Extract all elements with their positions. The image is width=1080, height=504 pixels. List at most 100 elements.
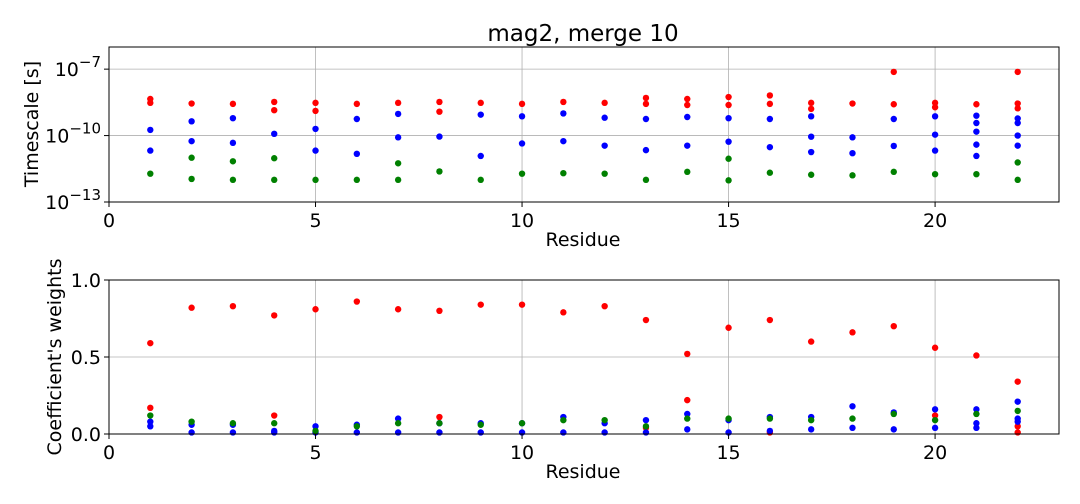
blue-data-point (1014, 418, 1021, 425)
x-tick-label: 20 (923, 210, 947, 232)
blue-data-point (849, 424, 856, 432)
blue-data-point (807, 113, 815, 120)
green-data-point (229, 176, 237, 184)
green-data-point (188, 175, 195, 183)
x-tick-label: 15 (716, 210, 740, 232)
x-tick-label: 0 (103, 442, 115, 464)
blue-data-point (229, 139, 237, 147)
y-tick-label: 0.5 (71, 347, 101, 369)
y-tick-label: 10−7 (55, 53, 101, 81)
green-data-point (353, 423, 361, 430)
red-data-point (890, 101, 897, 108)
red-data-point (271, 106, 278, 114)
green-data-point (807, 171, 815, 178)
blue-data-point (931, 424, 939, 432)
red-data-point (147, 339, 154, 347)
y-tick-label: 10−10 (45, 120, 101, 148)
red-data-point (271, 98, 278, 106)
green-data-point (1014, 407, 1021, 415)
blue-data-point (642, 115, 650, 123)
green-data-point (560, 416, 567, 424)
red-data-point (931, 344, 939, 351)
red-data-point (1014, 429, 1021, 436)
blue-data-point (477, 111, 484, 118)
green-data-point (890, 168, 897, 176)
green-data-point (807, 416, 815, 424)
red-data-point (312, 306, 319, 313)
red-data-point (642, 94, 650, 102)
blue-data-point (684, 426, 691, 433)
red-data-point (436, 413, 443, 421)
red-data-point (477, 99, 484, 107)
blue-data-point (188, 429, 195, 436)
blue-data-point (518, 113, 526, 120)
green-data-point (725, 415, 732, 422)
red-data-point (849, 329, 856, 336)
blue-data-point (394, 110, 402, 118)
green-data-point (684, 168, 691, 176)
green-data-point (436, 420, 443, 427)
blue-data-point (188, 118, 195, 125)
blue-data-point (766, 143, 774, 151)
red-data-point (1014, 378, 1021, 385)
blue-data-point (973, 119, 980, 127)
blue-data-point (684, 142, 691, 149)
red-data-point (560, 309, 567, 316)
blue-data-point (394, 429, 402, 436)
green-data-point (394, 420, 402, 427)
red-data-point (229, 302, 237, 310)
red-data-point (849, 100, 856, 107)
red-data-point (766, 316, 774, 324)
blue-data-point (518, 140, 526, 147)
blue-data-point (1014, 119, 1021, 127)
green-data-point (890, 410, 897, 418)
red-data-point (684, 101, 691, 109)
blue-data-point (229, 114, 237, 122)
green-data-point (477, 421, 484, 428)
blue-data-point (973, 128, 980, 135)
blue-data-point (477, 429, 484, 436)
green-data-point (766, 415, 774, 422)
green-data-point (642, 176, 650, 184)
red-data-point (601, 99, 608, 107)
blue-data-point (890, 115, 897, 123)
green-data-point (849, 415, 856, 422)
chart-title: mag2, merge 10 (487, 21, 678, 47)
red-data-point (1014, 423, 1021, 430)
blue-data-point (353, 150, 361, 158)
green-data-point (147, 170, 154, 177)
green-data-point (312, 176, 319, 184)
red-data-point (1014, 68, 1021, 76)
green-data-point (931, 171, 939, 178)
green-data-point (394, 176, 402, 184)
x-tick-label: 10 (510, 442, 534, 464)
blue-data-point (973, 424, 980, 432)
red-data-point (684, 350, 691, 358)
blue-data-point (560, 429, 567, 436)
red-data-point (1014, 100, 1021, 107)
blue-data-point (394, 415, 402, 422)
blue-data-point (807, 148, 815, 156)
red-data-point (807, 99, 815, 107)
red-data-point (973, 101, 980, 108)
blue-data-point (642, 146, 650, 154)
green-data-point (271, 420, 278, 427)
green-data-point (518, 420, 526, 427)
blue-data-point (642, 416, 650, 424)
red-data-point (766, 92, 774, 99)
timescale-panel: 0 5 10 15 20 10−13 10−10 10−7 Residue Timescale… (21, 46, 1060, 251)
blue-data-point (931, 406, 939, 413)
red-data-point (188, 100, 195, 107)
red-data-point (601, 302, 608, 310)
blue-data-point (849, 149, 856, 157)
blue-data-point (436, 429, 443, 436)
green-data-point (312, 427, 319, 435)
blue-data-point (560, 110, 567, 117)
red-data-point (312, 99, 319, 107)
timescale-ylabel: Timescale [s] (21, 61, 43, 188)
red-data-point (642, 316, 650, 324)
blue-data-point (849, 403, 856, 410)
x-tick-label: 10 (510, 210, 534, 232)
red-data-point (684, 95, 691, 103)
red-data-point (271, 412, 278, 419)
